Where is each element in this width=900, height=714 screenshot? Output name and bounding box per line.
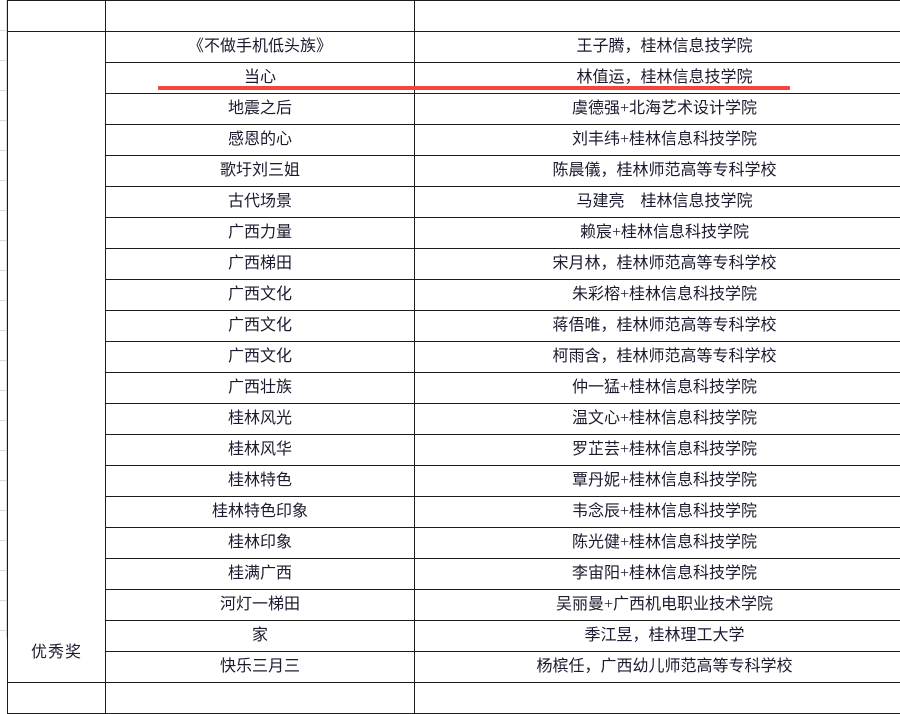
table-row-partial-top (8, 1, 900, 32)
work-title-cell: 广西文化 (106, 342, 415, 373)
work-title-cell: 歌圩刘三姐 (106, 156, 415, 187)
table-row: 古代场景马建亮 桂林信息技学院 (8, 187, 900, 218)
work-title-cell: 桂林风光 (106, 404, 415, 435)
author-school-cell: 林值运，桂林信息技学院 (415, 63, 900, 94)
work-title-cell: 广西文化 (106, 280, 415, 311)
table-row: 桂林风华罗芷芸+桂林信息科技学院 (8, 435, 900, 466)
author-school-cell: 季江昱，桂林理工大学 (415, 621, 900, 652)
gutter-tick (0, 300, 7, 301)
work-title-cell: 当心 (106, 63, 415, 94)
gutter-tick (0, 210, 7, 211)
gutter-tick (0, 600, 7, 601)
gutter-tick (0, 570, 7, 571)
work-title-cell: 古代场景 (106, 187, 415, 218)
gutter-tick (0, 420, 7, 421)
work-title-cell: 感恩的心 (106, 125, 415, 156)
gutter-tick (0, 450, 7, 451)
work-title-cell: 《不做手机低头族》 (106, 32, 415, 63)
author-school-cell: 罗芷芸+桂林信息科技学院 (415, 435, 900, 466)
author-school-cell: 覃丹妮+桂林信息科技学院 (415, 466, 900, 497)
table-row: 广西梯田宋月林，桂林师范高等专科学校 (8, 249, 900, 280)
table-row: 桂满广西李宙阳+桂林信息科技学院 (8, 559, 900, 590)
award-cell-partial (8, 683, 106, 714)
author-school-cell: 陈光健+桂林信息科技学院 (415, 528, 900, 559)
award-column-sliver (8, 1, 106, 32)
author-school-cell: 仲一猛+桂林信息科技学院 (415, 373, 900, 404)
table-row: 桂林特色覃丹妮+桂林信息科技学院 (8, 466, 900, 497)
gutter-tick (0, 240, 7, 241)
table-row: 广西力量赖宸+桂林信息科技学院 (8, 218, 900, 249)
work-title-cell: 广西文化 (106, 311, 415, 342)
author-school-cell: 吴丽曼+广西机电职业技术学院 (415, 590, 900, 621)
table-row: 地震之后虞德强+北海艺术设计学院 (8, 94, 900, 125)
author-school-cell: 蒋俉唯，桂林师范高等专科学校 (415, 311, 900, 342)
table-row: 河灯一梯田吴丽曼+广西机电职业技术学院 (8, 590, 900, 621)
work-title-cell: 桂林特色印象 (106, 497, 415, 528)
gutter-tick (0, 120, 7, 121)
gutter-tick (0, 480, 7, 481)
author-school-cell: 赖宸+桂林信息科技学院 (415, 218, 900, 249)
gutter-tick (0, 360, 7, 361)
table-row: 家季江昱，桂林理工大学 (8, 621, 900, 652)
gutter-tick (0, 90, 7, 91)
author-school-cell: 刘丰纬+桂林信息科技学院 (415, 125, 900, 156)
gutter-tick (0, 510, 7, 511)
author-school-cell: 陈晨儀，桂林师范高等专科学校 (415, 156, 900, 187)
author-school-cell: 马建亮 桂林信息技学院 (415, 187, 900, 218)
table-row: 歌圩刘三姐陈晨儀，桂林师范高等专科学校 (8, 156, 900, 187)
spreadsheet-canvas: 优秀奖《不做手机低头族》王子腾，桂林信息技学院当心林值运，桂林信息技学院地震之后… (0, 0, 900, 638)
title-cell-partial (106, 683, 415, 714)
work-title-cell: 桂林印象 (106, 528, 415, 559)
gutter-tick (0, 30, 7, 31)
work-title-cell: 快乐三月三 (106, 652, 415, 683)
award-group-cell: 优秀奖 (8, 32, 106, 683)
gutter-tick (0, 60, 7, 61)
table-row: 快乐三月三杨槟任，广西幼儿师范高等专科学校 (8, 652, 900, 683)
table-row: 广西壮族仲一猛+桂林信息科技学院 (8, 373, 900, 404)
work-title-cell: 广西力量 (106, 218, 415, 249)
work-title-cell: 家 (106, 621, 415, 652)
award-list-table: 优秀奖《不做手机低头族》王子腾，桂林信息技学院当心林值运，桂林信息技学院地震之后… (7, 0, 900, 714)
author-school-cell: 温文心+桂林信息科技学院 (415, 404, 900, 435)
table-row: 广西文化蒋俉唯，桂林师范高等专科学校 (8, 311, 900, 342)
gutter-tick (0, 330, 7, 331)
author-school-cell: 朱彩榕+桂林信息科技学院 (415, 280, 900, 311)
author-school-cell: 李宙阳+桂林信息科技学院 (415, 559, 900, 590)
gutter-tick (0, 150, 7, 151)
gutter-tick (0, 630, 7, 631)
gutter-tick (0, 270, 7, 271)
author-cell-sliver (415, 1, 900, 32)
table-body: 优秀奖《不做手机低头族》王子腾，桂林信息技学院当心林值运，桂林信息技学院地震之后… (8, 1, 900, 714)
table-row: 桂林特色印象韦念辰+桂林信息科技学院 (8, 497, 900, 528)
gutter-tick (0, 180, 7, 181)
gutter-tick (0, 540, 7, 541)
author-cell-partial (415, 683, 900, 714)
gutter-tick (0, 390, 7, 391)
table-row-partial-bottom (8, 683, 900, 714)
table-row: 桂林风光温文心+桂林信息科技学院 (8, 404, 900, 435)
table-row: 当心林值运，桂林信息技学院 (8, 63, 900, 94)
table-row: 广西文化朱彩榕+桂林信息科技学院 (8, 280, 900, 311)
table-row: 桂林印象陈光健+桂林信息科技学院 (8, 528, 900, 559)
work-title-cell: 桂满广西 (106, 559, 415, 590)
table-row: 优秀奖《不做手机低头族》王子腾，桂林信息技学院 (8, 32, 900, 63)
work-title-cell: 广西梯田 (106, 249, 415, 280)
row-header-gutter (0, 0, 7, 638)
author-school-cell: 宋月林，桂林师范高等专科学校 (415, 249, 900, 280)
work-title-cell: 桂林特色 (106, 466, 415, 497)
work-title-cell: 河灯一梯田 (106, 590, 415, 621)
author-school-cell: 杨槟任，广西幼儿师范高等专科学校 (415, 652, 900, 683)
author-school-cell: 柯雨含，桂林师范高等专科学校 (415, 342, 900, 373)
work-title-cell: 广西壮族 (106, 373, 415, 404)
author-school-cell: 王子腾，桂林信息技学院 (415, 32, 900, 63)
work-title-cell: 桂林风华 (106, 435, 415, 466)
table-row: 感恩的心刘丰纬+桂林信息科技学院 (8, 125, 900, 156)
title-cell-sliver (106, 1, 415, 32)
author-school-cell: 虞德强+北海艺术设计学院 (415, 94, 900, 125)
table-row: 广西文化柯雨含，桂林师范高等专科学校 (8, 342, 900, 373)
work-title-cell: 地震之后 (106, 94, 415, 125)
author-school-cell: 韦念辰+桂林信息科技学院 (415, 497, 900, 528)
